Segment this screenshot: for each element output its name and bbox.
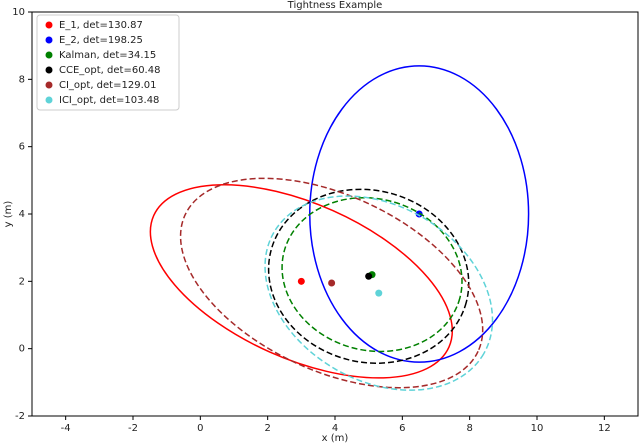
x-tick-label: 8 (466, 423, 472, 434)
y-tick-label: 8 (19, 74, 25, 85)
chart-title: Tightness Example (287, 0, 383, 11)
point (328, 279, 336, 287)
legend-marker (45, 81, 53, 89)
covariance-ellipse (281, 196, 463, 353)
covariance-ellipse (179, 177, 484, 389)
point (297, 277, 305, 285)
point (365, 272, 373, 280)
legend-label: ICI_opt, det=103.48 (59, 95, 159, 106)
y-tick-label: 4 (19, 209, 25, 220)
x-tick-label: 2 (264, 423, 270, 434)
x-tick-label: 4 (332, 423, 338, 434)
legend-label: CCE_opt, det=60.48 (59, 65, 160, 76)
x-tick-label: 6 (399, 423, 405, 434)
point (375, 289, 383, 297)
legend-marker (45, 36, 53, 44)
x-tick-label: 0 (197, 423, 203, 434)
legend-label: Kalman, det=34.15 (59, 50, 156, 61)
x-axis-label: x (m) (322, 433, 349, 444)
legend-label: E_1, det=130.87 (59, 20, 143, 31)
y-tick-label: 10 (12, 7, 25, 18)
x-tick-label: -4 (61, 423, 71, 434)
legend-marker (45, 51, 53, 59)
legend-marker (45, 21, 53, 29)
legend-label: E_2, det=198.25 (59, 35, 143, 46)
legend-box (36, 14, 180, 111)
covariance-ellipse (264, 195, 494, 391)
x-tick-label: -2 (128, 423, 138, 434)
covariance-ellipse (149, 184, 454, 379)
legend-marker (45, 96, 53, 104)
x-tick-label: 10 (531, 423, 544, 434)
plot-area (149, 65, 530, 391)
legend-marker (45, 66, 53, 74)
covariance-ellipse (267, 188, 470, 364)
y-axis-label: y (m) (3, 201, 14, 228)
x-tick-label: 12 (598, 423, 611, 434)
point (415, 210, 423, 218)
y-tick-label: 2 (19, 276, 25, 287)
legend-label: CI_opt, det=129.01 (59, 80, 156, 91)
y-tick-label: -2 (15, 411, 25, 422)
y-tick-label: 6 (19, 142, 25, 153)
y-tick-label: 0 (19, 344, 25, 355)
